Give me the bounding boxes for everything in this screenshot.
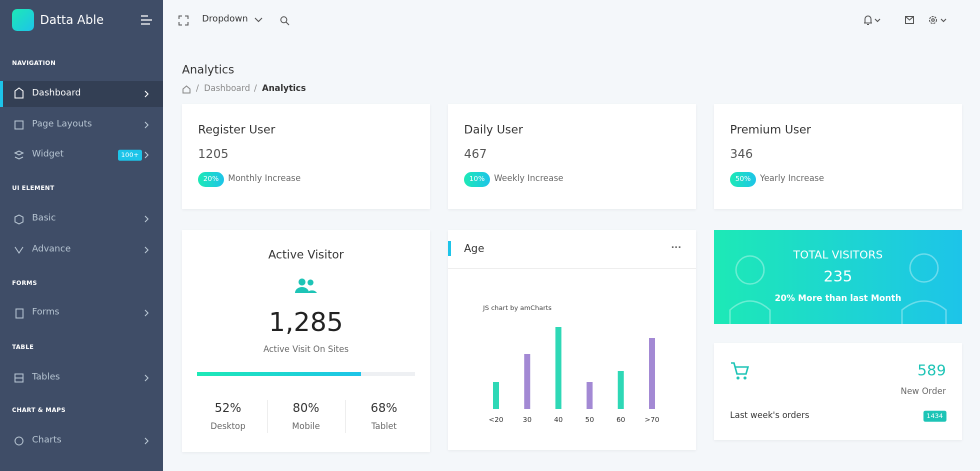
total-visitors-card bbox=[714, 230, 962, 324]
menu-toggle[interactable] bbox=[141, 15, 152, 25]
nav-item[interactable]: Tables bbox=[32, 372, 60, 383]
separator: / bbox=[254, 83, 257, 94]
stat-value: 80% bbox=[292, 401, 320, 415]
page-title: Analytics bbox=[182, 62, 235, 77]
active-visitor-card bbox=[182, 230, 430, 452]
section-label: TABLE bbox=[12, 344, 34, 351]
bell-icon[interactable] bbox=[863, 15, 881, 25]
stat-value: 467 bbox=[464, 147, 487, 161]
logo bbox=[12, 9, 34, 31]
nav-item[interactable]: Basic bbox=[32, 213, 56, 224]
x-tick-label: 30 bbox=[523, 416, 532, 424]
section-label: FORMS bbox=[12, 280, 38, 287]
stat-label: Yearly Increase bbox=[760, 173, 825, 184]
sidebar-icons bbox=[13, 87, 149, 446]
percent-pill: 50% bbox=[730, 172, 756, 187]
section-label: UI ELEMENT bbox=[12, 185, 55, 192]
percent-pill: 10% bbox=[464, 172, 490, 187]
cart-icon bbox=[731, 362, 750, 380]
nav-item[interactable]: Widget bbox=[32, 149, 64, 160]
fullscreen-icon[interactable] bbox=[178, 15, 189, 26]
nav-item[interactable]: Page Layouts bbox=[32, 119, 92, 130]
nav-item[interactable]: Advance bbox=[32, 244, 71, 255]
breadcrumb-current: Analytics bbox=[262, 83, 306, 94]
sidebar: Datta Able NAVIGATION Dashboard Page Lay… bbox=[0, 0, 163, 471]
divider bbox=[345, 400, 346, 433]
nav-item[interactable]: Forms bbox=[32, 307, 60, 318]
stat-value: 68% bbox=[370, 401, 398, 415]
separator: / bbox=[196, 83, 199, 94]
settings-icon[interactable] bbox=[928, 15, 947, 25]
badge: 100+ bbox=[118, 149, 142, 161]
stat-value: 1205 bbox=[198, 147, 229, 161]
stat-label: Tablet bbox=[371, 421, 397, 432]
x-tick-label: 50 bbox=[585, 416, 594, 424]
stat-title: Register User bbox=[198, 122, 276, 137]
bar bbox=[524, 354, 531, 409]
stat-label: Monthly Increase bbox=[228, 173, 301, 184]
visitor-label: Active Visit On Sites bbox=[263, 344, 349, 355]
stat-label: Weekly Increase bbox=[494, 173, 564, 184]
visitor-total: 235 bbox=[823, 267, 853, 286]
order-footer: Last week's orders bbox=[730, 410, 810, 421]
bar bbox=[617, 371, 624, 409]
visitor-count: 1,285 bbox=[268, 308, 344, 338]
stat-title: Daily User bbox=[464, 122, 523, 137]
caret bbox=[254, 17, 263, 23]
stat-value: 52% bbox=[214, 401, 242, 415]
stat-card bbox=[448, 104, 696, 209]
stat-label: Mobile bbox=[292, 421, 320, 432]
badge: 1434 bbox=[923, 410, 946, 422]
x-tick-label: 40 bbox=[554, 416, 563, 424]
stat-value: 346 bbox=[730, 147, 753, 161]
order-count: 589 bbox=[917, 361, 946, 380]
divider bbox=[448, 268, 696, 269]
card-subtitle: 20% More than last Month bbox=[774, 293, 902, 304]
card-title: TOTAL VISITORS bbox=[793, 248, 883, 262]
bar bbox=[555, 327, 562, 409]
stat-card bbox=[182, 104, 430, 209]
nav-item[interactable]: Dashboard bbox=[32, 88, 81, 99]
progress-bar bbox=[197, 372, 361, 376]
users-icon bbox=[295, 278, 317, 293]
bar bbox=[493, 382, 499, 409]
card-illustration bbox=[729, 253, 947, 324]
age-chart: JS chart by amCharts <20 30 40 50 60 >70 bbox=[482, 304, 660, 424]
breadcrumb-link[interactable]: Dashboard bbox=[204, 83, 251, 94]
progress-track bbox=[197, 372, 415, 376]
stat-card bbox=[714, 104, 962, 209]
bar bbox=[649, 338, 655, 409]
card-title: Active Visitor bbox=[268, 247, 344, 262]
section-label: CHART & MAPS bbox=[12, 407, 66, 414]
nav-item[interactable]: Charts bbox=[32, 435, 62, 446]
percent-pill: 20% bbox=[198, 172, 224, 187]
stat-label: Desktop bbox=[210, 421, 246, 432]
x-tick-label: <20 bbox=[489, 416, 504, 424]
title-accent bbox=[448, 241, 451, 256]
more-menu[interactable]: ··· bbox=[671, 243, 682, 254]
dropdown[interactable]: Dropdown bbox=[202, 14, 248, 25]
chart-credit: JS chart by amCharts bbox=[482, 304, 552, 312]
stat-title: Premium User bbox=[730, 122, 812, 137]
section-label: NAVIGATION bbox=[12, 60, 56, 67]
x-tick-label: >70 bbox=[645, 416, 660, 424]
order-label: New Order bbox=[900, 386, 946, 397]
search-icon[interactable] bbox=[280, 16, 290, 26]
active-item-bg bbox=[0, 81, 163, 107]
home-icon[interactable] bbox=[182, 85, 191, 94]
mail-icon[interactable] bbox=[905, 16, 914, 24]
brand: Datta Able bbox=[40, 13, 104, 27]
bar bbox=[586, 382, 593, 409]
x-tick-label: 60 bbox=[616, 416, 625, 424]
orders-card bbox=[714, 343, 962, 440]
card-title: Age bbox=[464, 242, 485, 255]
divider bbox=[267, 400, 268, 433]
